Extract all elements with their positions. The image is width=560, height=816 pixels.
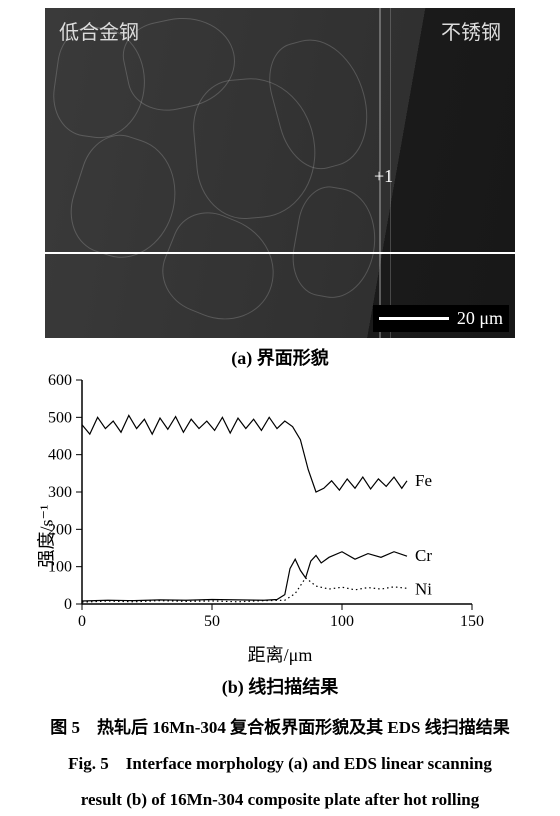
svg-text:0: 0 xyxy=(64,596,72,613)
sem-scan-line xyxy=(45,252,515,254)
svg-text:600: 600 xyxy=(48,372,72,389)
caption-en-line2: result (b) of 16Mn-304 composite plate a… xyxy=(18,784,542,816)
svg-text:Fe: Fe xyxy=(415,471,432,490)
sem-scale-bar: 20 μm xyxy=(373,305,509,332)
chart-ylabel: 强度/s⁻¹ xyxy=(32,504,58,567)
svg-text:50: 50 xyxy=(204,613,220,630)
svg-text:0: 0 xyxy=(78,613,86,630)
svg-text:400: 400 xyxy=(48,447,72,464)
grain-shape xyxy=(150,201,289,335)
svg-text:Cr: Cr xyxy=(415,546,432,565)
figure-caption: 图 5 热轧后 16Mn-304 复合板界面形貌及其 EDS 线扫描结果 Fig… xyxy=(0,713,560,816)
svg-text:Ni: Ni xyxy=(415,579,432,598)
caption-cn: 图 5 热轧后 16Mn-304 复合板界面形貌及其 EDS 线扫描结果 xyxy=(18,713,542,744)
scale-bar-text: 20 μm xyxy=(457,308,503,329)
subcaption-b: (b) 线扫描结果 xyxy=(20,673,540,699)
chart-xlabel: 距离/μm xyxy=(20,641,540,667)
svg-text:500: 500 xyxy=(48,409,72,426)
svg-text:150: 150 xyxy=(460,613,484,630)
scale-bar-line xyxy=(379,317,449,320)
eds-chart-panel: 强度/s⁻¹ 0100200300400500600050100150FeCrN… xyxy=(20,372,540,699)
sem-label-left: 低合金钢 xyxy=(59,16,139,45)
sem-panel: 低合金钢 不锈钢 +1 20 μm (a) 界面形貌 xyxy=(45,8,515,370)
caption-en-line1: Fig. 5 Interface morphology (a) and EDS … xyxy=(18,748,542,780)
svg-text:300: 300 xyxy=(48,484,72,501)
eds-chart-svg: 0100200300400500600050100150FeCrNi xyxy=(20,372,520,634)
sem-point-marker: +1 xyxy=(374,166,393,187)
subcaption-a: (a) 界面形貌 xyxy=(45,344,515,370)
sem-image: 低合金钢 不锈钢 +1 20 μm xyxy=(45,8,515,338)
svg-text:100: 100 xyxy=(330,613,354,630)
sem-label-right: 不锈钢 xyxy=(441,16,501,45)
figure-container: 低合金钢 不锈钢 +1 20 μm (a) 界面形貌 强度/s⁻¹ 0 100 20… xyxy=(0,8,560,816)
grain-shape xyxy=(286,182,384,304)
